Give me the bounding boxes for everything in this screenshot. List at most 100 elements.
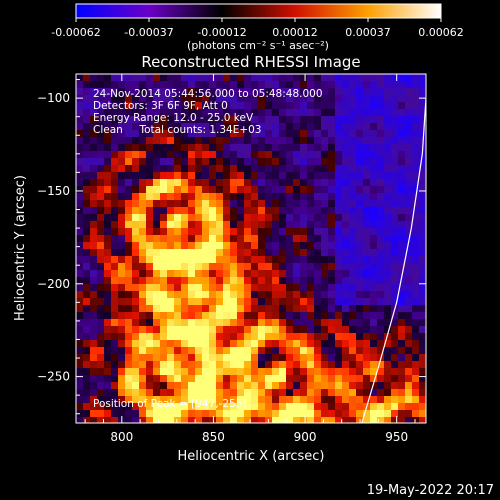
heatmap-cell (279, 312, 287, 320)
heatmap-cell (265, 410, 273, 418)
heatmap-cell (139, 417, 147, 423)
heatmap-cell (391, 242, 399, 250)
heatmap-cell (188, 382, 196, 390)
heatmap-cell (412, 298, 420, 306)
heatmap-cell (363, 368, 371, 376)
heatmap-cell (202, 200, 210, 208)
heatmap-cell (279, 151, 287, 159)
heatmap-cell (132, 340, 140, 348)
heatmap-cell (342, 102, 350, 110)
heatmap-cell (321, 172, 329, 180)
heatmap-cell (174, 144, 182, 152)
heatmap-cell (195, 221, 203, 229)
heatmap-cell (139, 319, 147, 327)
heatmap-cell (335, 256, 343, 264)
heatmap-cell (202, 333, 210, 341)
heatmap-cell (300, 417, 308, 423)
heatmap-cell (321, 165, 329, 173)
heatmap-cell (160, 312, 168, 320)
heatmap-cell (132, 354, 140, 362)
heatmap-cell (286, 179, 294, 187)
heatmap-cell (356, 123, 364, 131)
heatmap-cell (307, 256, 315, 264)
heatmap-cell (286, 319, 294, 327)
heatmap-cell (230, 158, 238, 166)
heatmap-cell (195, 151, 203, 159)
heatmap-cell (342, 382, 350, 390)
heatmap-cell (195, 340, 203, 348)
heatmap-cell (300, 137, 308, 145)
heatmap-cell (272, 88, 280, 96)
heatmap-cell (223, 200, 231, 208)
heatmap-cell (174, 256, 182, 264)
heatmap-cell (230, 389, 238, 397)
heatmap-cell (90, 214, 98, 222)
heatmap-cell (279, 368, 287, 376)
heatmap-cell (202, 389, 210, 397)
heatmap-cell (300, 256, 308, 264)
heatmap-cell (216, 179, 224, 187)
heatmap-cell (216, 298, 224, 306)
heatmap-cell (356, 207, 364, 215)
heatmap-cell (314, 319, 322, 327)
heatmap-cell (132, 417, 140, 423)
heatmap-cell (363, 235, 371, 243)
heatmap-cell (342, 123, 350, 131)
heatmap-cell (153, 102, 161, 110)
heatmap-cell (153, 116, 161, 124)
heatmap-cell (146, 396, 154, 404)
heatmap-cell (265, 200, 273, 208)
heatmap-cell (349, 228, 357, 236)
heatmap-cell (90, 144, 98, 152)
heatmap-cell (195, 312, 203, 320)
heatmap-cell (76, 123, 84, 131)
heatmap-cell (209, 179, 217, 187)
heatmap-cell (279, 137, 287, 145)
heatmap-cell (412, 81, 420, 89)
heatmap-cell (223, 186, 231, 194)
heatmap-cell (237, 361, 245, 369)
heatmap-cell (181, 235, 189, 243)
heatmap-cell (279, 235, 287, 243)
heatmap-cell (167, 235, 175, 243)
heatmap-cell (314, 410, 322, 418)
heatmap-cell (251, 389, 259, 397)
heatmap-cell (265, 361, 273, 369)
heatmap-cell (356, 284, 364, 292)
heatmap-cell (174, 298, 182, 306)
heatmap-cell (265, 375, 273, 383)
heatmap-cell (314, 333, 322, 341)
heatmap-cell (349, 417, 357, 423)
heatmap-cell (314, 200, 322, 208)
heatmap-cell (188, 249, 196, 257)
heatmap-cell (419, 403, 426, 411)
heatmap-cell (286, 221, 294, 229)
heatmap-cell (230, 130, 238, 138)
heatmap-cell (97, 109, 105, 117)
heatmap-cell (132, 347, 140, 355)
heatmap-cell (377, 263, 385, 271)
heatmap-cell (335, 137, 343, 145)
heatmap-cell (174, 200, 182, 208)
heatmap-cell (405, 242, 413, 250)
heatmap-cell (300, 214, 308, 222)
heatmap-cell (167, 256, 175, 264)
heatmap-cell (286, 144, 294, 152)
heatmap-cell (125, 81, 133, 89)
heatmap-cell (363, 116, 371, 124)
heatmap-cell (90, 319, 98, 327)
heatmap-cell (216, 284, 224, 292)
heatmap-cell (104, 396, 112, 404)
heatmap-cell (146, 151, 154, 159)
heatmap-cell (349, 319, 357, 327)
heatmap-cell (83, 326, 91, 334)
heatmap-cell (181, 242, 189, 250)
heatmap-cell (118, 326, 126, 334)
heatmap-cell (279, 116, 287, 124)
heatmap-cell (167, 88, 175, 96)
heatmap-cell (419, 158, 426, 166)
heatmap-cell (370, 354, 378, 362)
heatmap-cell (209, 333, 217, 341)
heatmap-cell (230, 326, 238, 334)
heatmap-cell (202, 375, 210, 383)
